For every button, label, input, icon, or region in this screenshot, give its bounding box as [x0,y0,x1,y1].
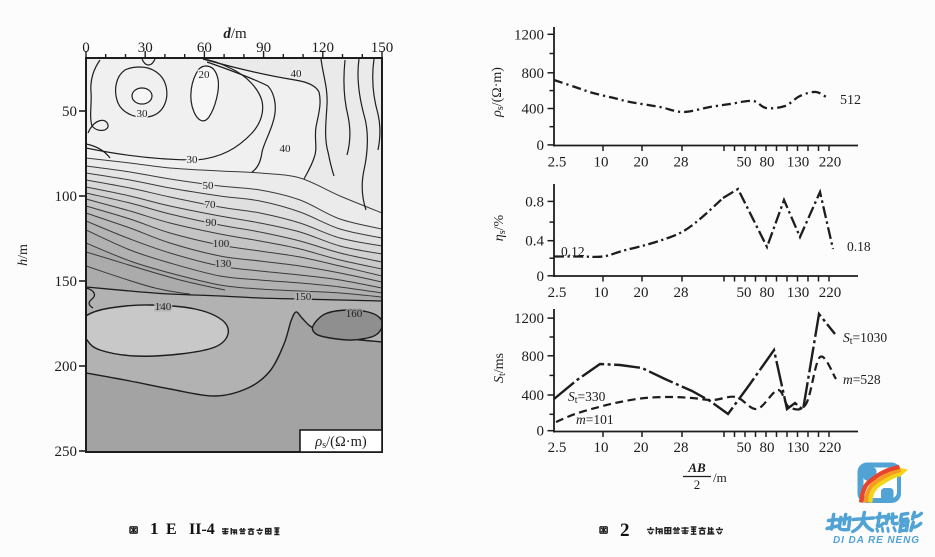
svg-text:1200: 1200 [514,311,544,327]
svg-text:St=1030: St=1030 [843,330,887,347]
svg-text:d/m: d/m [223,26,247,42]
svg-text:20: 20 [634,285,649,301]
svg-text:1: 1 [150,519,159,538]
svg-text:30: 30 [138,40,153,56]
svg-text:28: 28 [674,440,689,456]
svg-text:m=528: m=528 [843,372,881,387]
svg-text:220: 220 [819,155,842,171]
svg-text:80: 80 [760,285,775,301]
svg-text:800: 800 [522,66,545,82]
svg-text:h/m: h/m [16,244,31,266]
svg-text:50: 50 [737,285,752,301]
svg-text:0: 0 [537,424,545,440]
svg-text:40: 40 [280,143,292,155]
svg-text:/m: /m [713,470,727,485]
svg-text:St=330: St=330 [568,389,606,406]
svg-text:130: 130 [787,440,810,456]
svg-text:II-4: II-4 [189,521,215,538]
svg-text:St/ms: St/ms [492,353,508,383]
svg-text:0: 0 [537,269,545,285]
svg-text:0.12: 0.12 [561,244,585,259]
svg-text:120: 120 [312,40,335,56]
svg-text:30: 30 [137,108,149,120]
svg-text:28: 28 [674,155,689,171]
svg-text:ρs/(Ω·m): ρs/(Ω·m) [314,434,367,451]
svg-text:10: 10 [594,285,609,301]
svg-text:80: 80 [760,440,775,456]
svg-text:20: 20 [634,155,649,171]
svg-text:0.8: 0.8 [525,194,544,210]
svg-text:50: 50 [737,440,752,456]
svg-text:10: 10 [594,155,609,171]
svg-text:m=101: m=101 [576,412,614,427]
svg-text:0.18: 0.18 [847,239,871,254]
svg-text:2: 2 [694,477,701,492]
svg-text:130: 130 [787,285,810,301]
svg-text:ηs/%: ηs/% [492,214,508,241]
svg-text:50: 50 [203,180,215,192]
svg-text:50: 50 [62,104,77,120]
svg-text:E: E [166,521,177,538]
svg-text:220: 220 [819,440,842,456]
svg-text:2.5: 2.5 [548,155,567,171]
svg-text:90: 90 [256,40,271,56]
svg-text:0: 0 [537,138,545,154]
svg-text:30: 30 [187,154,199,166]
svg-text:130: 130 [215,258,232,270]
svg-text:50: 50 [737,155,752,171]
svg-text:100: 100 [55,189,78,205]
svg-text:90: 90 [206,217,218,229]
svg-text:80: 80 [760,155,775,171]
svg-text:20: 20 [634,440,649,456]
svg-text:800: 800 [522,349,545,365]
svg-text:150: 150 [55,274,78,290]
svg-text:130: 130 [787,155,810,171]
svg-text:400: 400 [522,102,545,118]
svg-text:150: 150 [371,40,394,56]
svg-text:200: 200 [55,359,78,375]
svg-text:28: 28 [674,285,689,301]
svg-text:220: 220 [819,285,842,301]
svg-text:ρs/(Ω·m): ρs/(Ω·m) [490,67,506,118]
svg-text:0.4: 0.4 [525,234,544,250]
svg-text:140: 140 [155,301,172,313]
svg-text:2.5: 2.5 [548,285,567,301]
svg-text:250: 250 [55,444,78,460]
svg-text:70: 70 [205,199,217,211]
svg-text:40: 40 [291,68,303,80]
svg-text:1200: 1200 [514,27,544,43]
svg-text:160: 160 [346,308,363,320]
svg-text:512: 512 [840,93,861,108]
svg-text:AB: AB [687,460,706,475]
svg-text:400: 400 [522,388,545,404]
svg-text:2.5: 2.5 [548,440,567,456]
svg-text:10: 10 [594,440,609,456]
svg-text:0: 0 [82,40,90,56]
svg-text:20: 20 [199,69,211,81]
svg-text:2: 2 [620,520,630,541]
svg-text:100: 100 [213,238,230,250]
svg-text:60: 60 [197,40,212,56]
svg-text:150: 150 [295,291,312,303]
svg-text:DI DA RE NENG: DI DA RE NENG [833,535,920,546]
